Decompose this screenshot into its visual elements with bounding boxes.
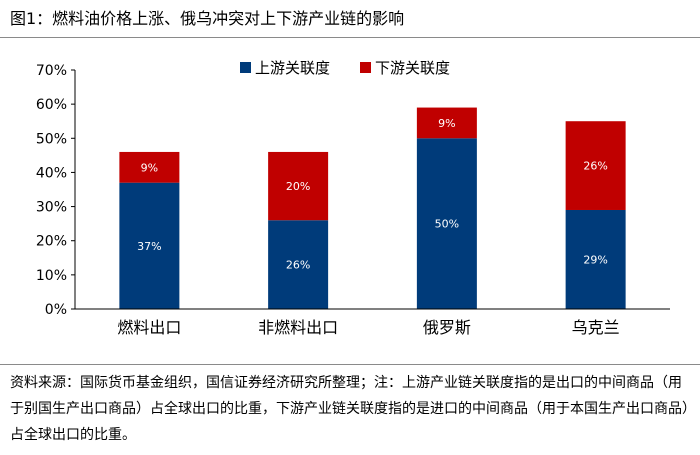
category-label: 俄罗斯 [423,318,471,337]
y-tick-label: 0% [45,302,67,318]
legend-label: 上游关联度 [255,59,330,77]
y-tick-label: 20% [36,234,67,250]
data-label: 37% [137,240,161,253]
bar-segment-upstream [268,220,329,309]
bars: 37% 9% 26% 20% 50% 9% 29% 26% [119,107,626,309]
data-label: 29% [583,253,607,266]
y-tick-label: 60% [36,97,67,113]
bar-segment-upstream [416,138,477,309]
bar-segment-downstream [268,151,329,221]
bar-segment-downstream [119,151,180,183]
x-axis: 燃料出口 非燃料出口 俄罗斯 乌克兰 [75,308,670,337]
bar-segment-upstream [565,209,626,309]
data-label: 9% [438,117,455,130]
category-label: 非燃料出口 [258,318,338,337]
top-rule [0,37,700,38]
bar-segment-downstream [416,107,477,139]
y-tick-label: 40% [36,165,67,181]
y-tick-label: 50% [36,131,67,147]
legend-label: 下游关联度 [375,59,450,77]
data-label: 20% [286,180,310,193]
legend: 上游关联度 下游关联度 [240,59,450,77]
y-tick-label: 70% [36,63,67,79]
stacked-bar-chart: 0% 10% 20% 30% 40% 50% 60% 70% 37% 9% 26% 20% 50% 9%… [36,59,670,337]
bottom-rule [0,364,700,365]
bar-segment-downstream [565,121,626,210]
data-label: 50% [435,218,459,231]
y-axis: 0% 10% 20% 30% 40% 50% 60% 70% [36,63,76,318]
legend-swatch [240,62,251,73]
data-label: 9% [141,161,158,174]
y-tick-label: 30% [36,200,67,216]
bar-segment-upstream [119,182,180,309]
y-tick-label: 10% [36,268,67,284]
category-label: 乌克兰 [572,318,620,337]
figure-title: 图1：燃料油价格上涨、俄乌冲突对上下游产业链的影响 [10,9,405,28]
data-label: 26% [583,160,607,173]
source-note: 资料来源：国际货币基金组织，国信证券经济研究所整理；注：上游产业链关联度指的是出… [10,375,689,443]
category-label: 燃料出口 [117,318,181,337]
legend-swatch [360,62,371,73]
data-label: 26% [286,259,310,272]
